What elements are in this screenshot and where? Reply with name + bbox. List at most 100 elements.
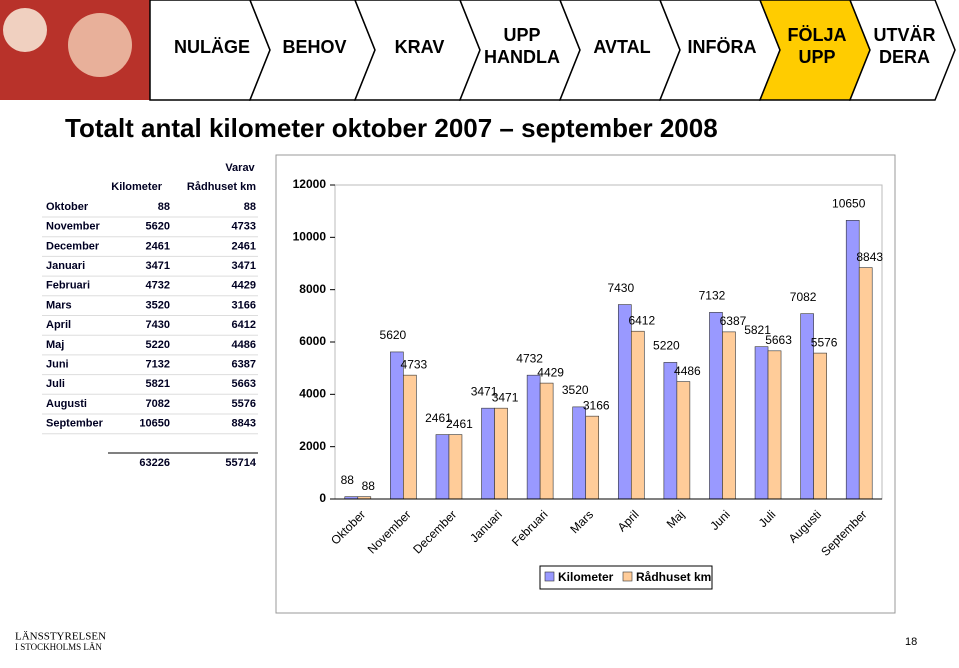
bar	[539, 382, 554, 500]
table-cell: December	[46, 240, 100, 252]
y-tick-label: 6000	[299, 334, 326, 348]
bar	[390, 351, 404, 500]
data-label: 3471	[492, 390, 519, 404]
y-tick-label: 8000	[299, 282, 326, 296]
bar	[676, 381, 691, 500]
table-group-header: Varav	[225, 162, 255, 174]
bar	[858, 267, 873, 500]
data-label: 7082	[790, 290, 817, 304]
nav-label: UPP	[798, 47, 835, 67]
table-header: Rådhuset km	[187, 181, 256, 193]
legend-label: Rådhuset km	[636, 570, 711, 584]
table-total: 63226	[139, 457, 170, 469]
nav-label: UPP	[503, 25, 540, 45]
bar	[494, 407, 508, 500]
nav-label: UTVÄR	[874, 25, 936, 45]
data-label: 5576	[811, 335, 838, 349]
table-cell: 88	[244, 201, 256, 213]
bar	[630, 330, 645, 500]
bar	[585, 415, 600, 500]
footer-org: LÄNSSTYRELSEN	[15, 631, 106, 643]
bar	[709, 312, 723, 500]
table-cell: 5663	[232, 378, 256, 390]
data-label: 88	[341, 473, 355, 487]
bar	[663, 362, 678, 500]
table-header: Kilometer	[111, 181, 162, 193]
table-cell: September	[46, 418, 104, 430]
table-cell: Oktober	[46, 201, 89, 213]
table-cell: 3520	[146, 299, 170, 311]
y-tick-label: 10000	[293, 230, 327, 244]
table-cell: 7430	[146, 319, 170, 331]
data-label: 6412	[628, 313, 655, 327]
nav-label: DERA	[879, 47, 930, 67]
y-tick-label: 2000	[299, 439, 326, 453]
bar	[403, 374, 417, 500]
data-label: 4732	[516, 351, 543, 365]
table-cell: 7082	[146, 398, 170, 410]
slide-title: Totalt antal kilometer oktober 2007 – se…	[65, 113, 718, 143]
bar	[572, 406, 587, 500]
data-label: 2461	[446, 417, 473, 431]
data-label: 2461	[425, 411, 452, 425]
y-tick-label: 4000	[299, 387, 326, 401]
table-cell: 4486	[232, 339, 256, 351]
nav-label: FÖLJA	[787, 25, 846, 45]
bar	[754, 346, 769, 500]
y-tick-label: 0	[319, 491, 326, 505]
bar	[435, 434, 450, 500]
table-cell: 4429	[232, 280, 256, 292]
table-cell: Maj	[46, 339, 64, 351]
bar	[526, 374, 541, 500]
data-label: 5663	[765, 333, 792, 347]
bar	[448, 434, 463, 500]
data-label: 8843	[856, 250, 883, 264]
data-label: 5821	[744, 323, 771, 337]
data-label: 3520	[562, 383, 589, 397]
table-cell: 4733	[232, 221, 256, 233]
legend-swatch	[544, 571, 555, 582]
data-label: 3471	[471, 384, 498, 398]
bar	[813, 352, 827, 500]
plot-area	[334, 184, 883, 500]
data-label: 4733	[401, 357, 428, 371]
table-cell: 5620	[146, 221, 170, 233]
data-label: 7430	[607, 281, 634, 295]
y-tick-label: 12000	[293, 177, 327, 191]
data-label: 4486	[674, 364, 701, 378]
table-cell: Mars	[46, 299, 72, 311]
data-label: 7132	[699, 289, 726, 303]
table-cell: 2461	[232, 240, 256, 252]
table-total: 55714	[225, 457, 256, 469]
table-cell: 88	[158, 201, 170, 213]
data-label: 5220	[653, 339, 680, 353]
page-number: 18	[905, 636, 917, 648]
bar	[722, 331, 736, 500]
table-cell: 3471	[232, 260, 256, 272]
table-cell: Januari	[46, 260, 85, 272]
data-label: 3166	[583, 398, 610, 412]
table-cell: 6412	[232, 319, 256, 331]
table-cell: 7132	[146, 359, 170, 371]
bar	[481, 407, 495, 500]
legend-label: Kilometer	[558, 570, 614, 584]
table-cell: 3166	[232, 299, 256, 311]
data-label: 4429	[537, 365, 564, 379]
nav-label: NULÄGE	[174, 37, 250, 57]
bar	[617, 304, 632, 500]
footer-org: I STOCKHOLMS LÄN	[15, 642, 102, 652]
table-cell: Februari	[46, 280, 90, 292]
nav-label: BEHOV	[282, 37, 346, 57]
table-cell: 5576	[232, 398, 256, 410]
table-cell: April	[46, 319, 71, 331]
table-cell: 10650	[139, 418, 170, 430]
table-cell: 6387	[232, 359, 256, 371]
data-label: 10650	[832, 196, 866, 210]
data-label: 88	[362, 479, 376, 493]
header-art-face	[68, 13, 132, 77]
legend-swatch	[622, 571, 633, 582]
data-label: 6387	[720, 314, 747, 328]
nav-label: KRAV	[395, 37, 445, 57]
